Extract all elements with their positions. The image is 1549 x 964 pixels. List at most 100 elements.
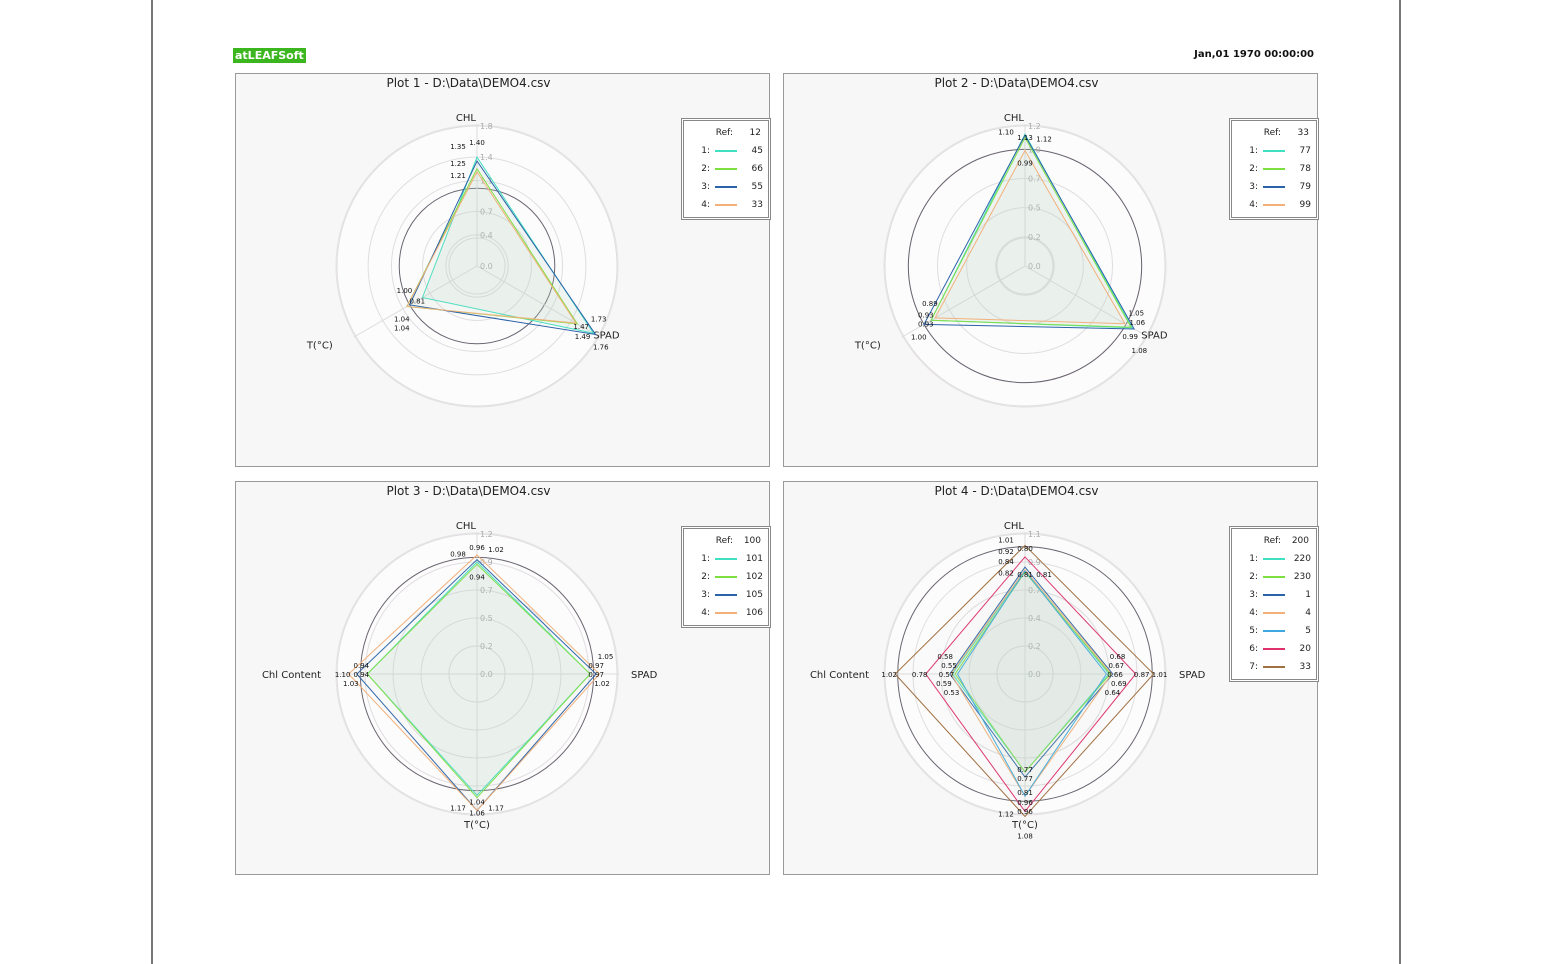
data-value-label: 0.89 (922, 300, 938, 308)
legend-swatch (1263, 204, 1285, 206)
data-value-label: 1.12 (1036, 135, 1052, 143)
data-value-label: 0.94 (354, 671, 370, 679)
legend-series-id: 101 (745, 554, 763, 564)
data-value-label: 0.97 (588, 671, 604, 679)
axis-label: SPAD (1179, 670, 1206, 681)
legend-item: 7: 33 (1232, 658, 1316, 676)
data-value-label: 0.77 (1017, 766, 1033, 774)
axis-label: Chl Content (262, 670, 321, 681)
axis-label: CHL (1004, 521, 1025, 532)
data-value-label: 1.04 (394, 324, 410, 332)
series-5-polygon (956, 570, 1108, 798)
legend-series-id: 1 (1305, 590, 1311, 600)
legend-series-id: 79 (1299, 182, 1311, 192)
legend-swatch (1263, 150, 1285, 152)
series-4-polygon (934, 149, 1126, 325)
data-value-label: 1.47 (573, 323, 589, 331)
data-value-label: 0.96 (469, 544, 485, 552)
radar-axis-line (1024, 265, 1149, 338)
data-value-label: 0.82 (998, 570, 1014, 578)
legend-series-id: 33 (1299, 662, 1311, 672)
legend: Ref: 100 1: 101 2: 102 3: 105 4: 106 (681, 526, 771, 628)
legend-ref-row: Ref: 200 (1232, 532, 1316, 550)
series-6-polygon (925, 556, 1137, 813)
data-value-label: 0.57 (939, 671, 955, 679)
radial-tick-label: 0.7 (1028, 586, 1041, 595)
legend-item: 2: 78 (1232, 160, 1316, 178)
radial-tick-label: 0.0 (1028, 670, 1041, 679)
legend-swatch (715, 576, 737, 578)
data-value-label: 1.00 (911, 333, 927, 341)
legend-swatch (715, 204, 737, 206)
legend-series-index: 3: (701, 590, 710, 600)
axis-label: CHL (456, 113, 477, 124)
radial-tick-label: 0.2 (480, 642, 493, 651)
axis-label: T(°C) (306, 341, 333, 352)
plot-1: Plot 1 - D:\Data\DEMO4.csv 0.0 0.4 0.7 1.1 1… (235, 73, 771, 467)
legend-series-id: 33 (751, 200, 763, 210)
radar-axis-line (353, 265, 478, 338)
data-value-label: 0.69 (1111, 680, 1127, 688)
series-3-polygon (949, 566, 1114, 778)
data-value-label: 0.99 (1017, 160, 1033, 168)
data-value-label: 1.05 (1128, 309, 1144, 317)
series-7-polygon (894, 544, 1155, 818)
legend-swatch (715, 168, 737, 170)
data-value-label: 1.25 (450, 160, 466, 168)
legend-swatch (1263, 648, 1285, 650)
legend-swatch (715, 594, 737, 596)
legend-item: 3: 1 (1232, 586, 1316, 604)
data-value-label: 1.76 (593, 343, 609, 351)
data-value-label: 0.81 (1017, 789, 1033, 797)
radar-axis-line (901, 265, 1026, 338)
data-value-label: 0.67 (1108, 662, 1124, 670)
legend-series-index: 1: (1249, 554, 1258, 564)
legend-ref-row: Ref: 100 (684, 532, 768, 550)
data-value-label: 0.93 (918, 311, 934, 319)
data-value-label: 0.84 (998, 558, 1014, 566)
data-value-label: 1.01 (998, 536, 1014, 544)
data-value-label: 1.10 (998, 129, 1014, 137)
series-4-polygon (347, 554, 601, 812)
radial-tick-label: 0.0 (480, 262, 493, 271)
plot-title: Plot 3 - D:\Data\DEMO4.csv (386, 484, 551, 498)
radial-tick-label: 0.5 (480, 614, 493, 623)
legend-series-id: 106 (745, 608, 763, 618)
data-value-label: 0.99 (1122, 333, 1138, 341)
legend-ref-row: Ref: 12 (684, 124, 768, 142)
axis-label: CHL (1004, 113, 1025, 124)
legend-series-index: 2: (701, 572, 710, 582)
legend-swatch (1263, 594, 1285, 596)
data-value-label: 1.08 (1017, 832, 1033, 840)
legend-item: 3: 105 (684, 586, 768, 604)
legend-series-id: 20 (1299, 644, 1311, 654)
data-value-label: 0.78 (912, 671, 928, 679)
legend-item: 6: 20 (1232, 640, 1316, 658)
radial-tick-label: 0.0 (1028, 262, 1041, 271)
data-value-label: 0.96 (1017, 799, 1033, 807)
legend-ref-label: Ref: (1263, 128, 1281, 138)
legend: Ref: 12 1: 45 2: 66 3: 55 4: 33 (681, 118, 771, 220)
series-3-polygon (923, 134, 1135, 330)
legend-series-index: 3: (701, 182, 710, 192)
data-value-label: 1.02 (881, 671, 897, 679)
legend-swatch (1263, 666, 1285, 668)
legend-series-id: 78 (1299, 164, 1311, 174)
data-value-label: 0.58 (937, 653, 953, 661)
data-value-label: 0.81 (409, 298, 425, 306)
legend-series-index: 3: (1249, 182, 1258, 192)
radial-tick-label: 0.7 (480, 208, 493, 217)
legend-item: 3: 55 (684, 178, 768, 196)
data-value-label: 1.35 (450, 143, 466, 151)
data-value-label: 0.59 (936, 680, 952, 688)
radial-tick-label: 1.2 (480, 530, 493, 539)
legend-swatch (715, 186, 737, 188)
legend-ref-row: Ref: 33 (1232, 124, 1316, 142)
data-value-label: 0.92 (998, 548, 1014, 556)
data-value-label: 1.02 (488, 546, 504, 554)
legend-series-index: 1: (701, 146, 710, 156)
data-value-label: 0.94 (469, 573, 485, 581)
radial-tick-label: 0.7 (480, 586, 493, 595)
